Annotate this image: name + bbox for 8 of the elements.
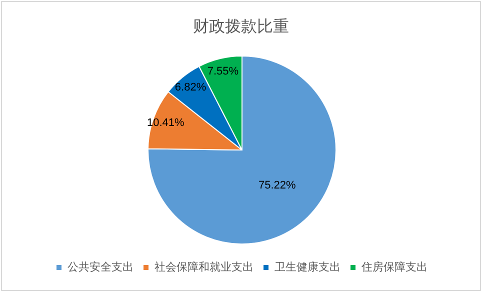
data-label: 6.82%	[174, 81, 206, 94]
data-label: 75.22%	[258, 180, 296, 192]
chart-title: 财政拨款比重	[193, 18, 289, 36]
legend-label: 公共安全支出	[68, 260, 134, 274]
legend-label: 社会保障和就业支出	[154, 260, 254, 274]
legend-label: 住房保障支出	[362, 260, 428, 274]
legend-label: 卫生健康支出	[274, 260, 340, 274]
data-label: 7.55%	[207, 65, 239, 78]
